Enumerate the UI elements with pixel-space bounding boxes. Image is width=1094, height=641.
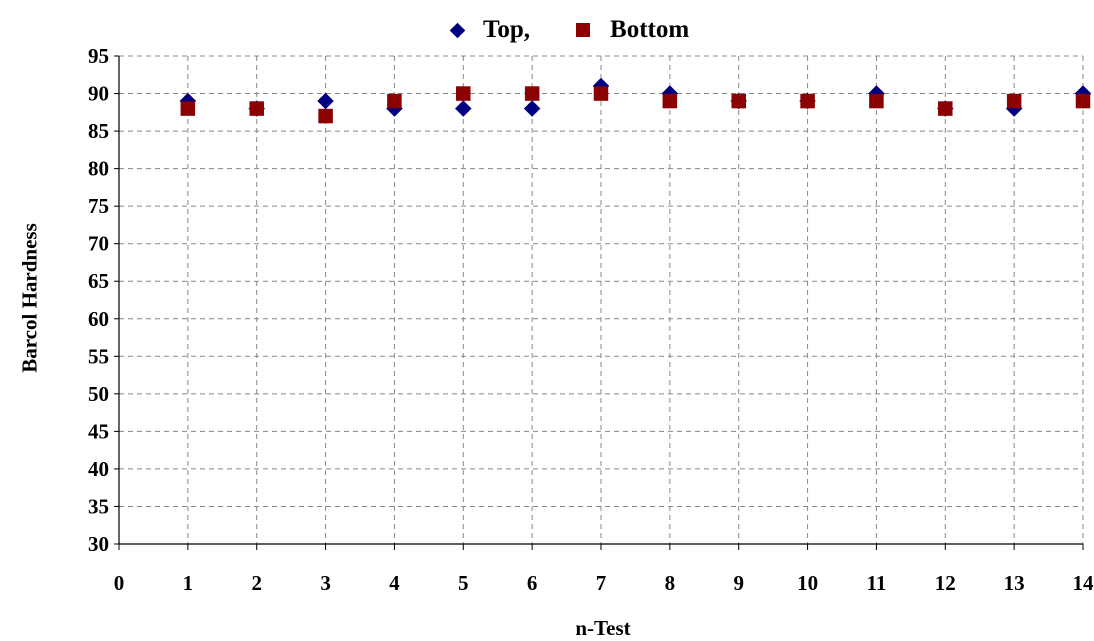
x-tick-label: 9 (733, 571, 744, 595)
top-diamond-point (455, 101, 471, 117)
y-tick-label: 40 (88, 457, 109, 481)
bottom-square-point (1007, 94, 1021, 108)
x-tick-label: 11 (867, 571, 887, 595)
top-diamond-point (318, 93, 334, 109)
y-tick-label: 70 (88, 232, 109, 256)
x-tick-label: 8 (665, 571, 676, 595)
bottom-square-point (732, 94, 746, 108)
bottom-square-point (1076, 94, 1090, 108)
y-tick-label: 45 (88, 419, 109, 443)
y-tick-label: 90 (88, 82, 109, 106)
bottom-square-point (387, 94, 401, 108)
x-tick-label: 4 (389, 571, 400, 595)
y-tick-label: 75 (88, 194, 109, 218)
bottom-square-point (319, 109, 333, 123)
y-tick-label: 55 (88, 344, 109, 368)
x-tick-label: 10 (797, 571, 818, 595)
bottom-square-point (181, 102, 195, 116)
x-tick-label: 0 (114, 571, 125, 595)
x-tick-label: 1 (183, 571, 194, 595)
x-tick-label: 3 (320, 571, 331, 595)
y-tick-label: 80 (88, 157, 109, 181)
bottom-square-point (801, 94, 815, 108)
top-diamond-point (524, 101, 540, 117)
x-tick-label: 12 (935, 571, 956, 595)
y-tick-label: 95 (88, 44, 109, 68)
bottom-square-point (663, 94, 677, 108)
y-tick-label: 30 (88, 532, 109, 556)
x-axis-label: n-Test (575, 616, 630, 641)
x-tick-label: 5 (458, 571, 469, 595)
x-tick-label: 14 (1073, 571, 1094, 595)
x-tick-label: 2 (251, 571, 262, 595)
bottom-square-point (869, 94, 883, 108)
grid-lines (119, 56, 1083, 544)
y-tick-label: 85 (88, 119, 109, 143)
y-axis-label: Barcol Hardness (18, 223, 43, 373)
bottom-square-point (938, 102, 952, 116)
axes (114, 56, 1083, 550)
y-tick-label: 65 (88, 269, 109, 293)
x-tick-label: 13 (1004, 571, 1025, 595)
data-points (180, 78, 1091, 123)
x-tick-label: 7 (596, 571, 607, 595)
y-tick-label: 50 (88, 382, 109, 406)
bottom-square-point (525, 87, 539, 101)
bottom-square-point (456, 87, 470, 101)
y-tick-label: 60 (88, 307, 109, 331)
y-tick-label: 35 (88, 494, 109, 518)
bottom-square-point (250, 102, 264, 116)
bottom-square-point (594, 87, 608, 101)
x-tick-label: 6 (527, 571, 538, 595)
